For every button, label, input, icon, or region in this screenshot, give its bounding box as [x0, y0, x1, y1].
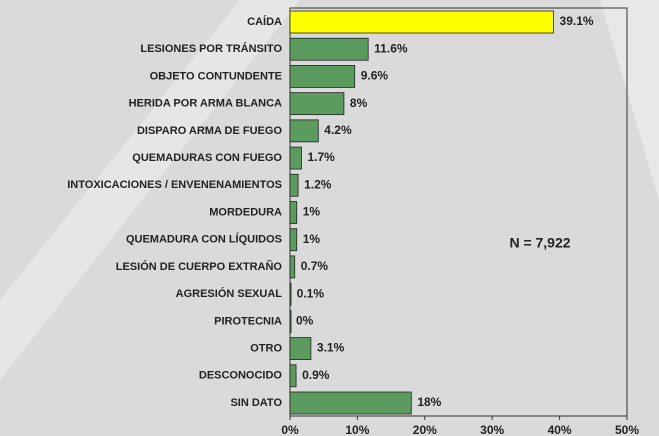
- value-label: 1.7%: [307, 150, 335, 164]
- bar: [289, 201, 298, 224]
- bar: [289, 65, 356, 88]
- value-label: 8%: [350, 96, 368, 110]
- bar: [289, 10, 554, 34]
- background-stripe: [0, 0, 300, 380]
- y-tick-label: MORDEDURA: [209, 206, 282, 218]
- bar: [289, 391, 412, 415]
- annotation: N = 7,922: [509, 235, 570, 251]
- bar: [289, 173, 299, 197]
- y-tick-label: DESCONOCIDO: [199, 370, 283, 382]
- y-tick-label: OTRO: [250, 342, 282, 354]
- y-tick-label: LESIONES POR TRÁNSITO: [140, 42, 282, 55]
- y-tick-label: QUEMADURAS CON FUEGO: [132, 152, 282, 164]
- value-label: 3.1%: [317, 341, 345, 355]
- value-label: 0.9%: [302, 368, 330, 382]
- bar: [289, 228, 298, 252]
- y-tick-label: OBJETO CONTUNDENTE: [150, 70, 282, 82]
- bar: [289, 119, 319, 143]
- value-label: 9.6%: [361, 69, 389, 83]
- value-label: 0.1%: [297, 286, 325, 300]
- y-tick-label: HERIDA POR ARMA BLANCA: [129, 98, 282, 110]
- bar: [289, 255, 296, 279]
- y-tick-label: AGRESIÓN SEXUAL: [176, 287, 283, 300]
- x-tick-label: 10%: [345, 423, 369, 436]
- value-label: 1%: [303, 232, 321, 246]
- value-label: 4.2%: [324, 123, 352, 137]
- value-label: 0%: [296, 314, 314, 328]
- bar: [289, 337, 312, 360]
- bar: [289, 92, 345, 116]
- y-tick-label: PIROTECNIA: [214, 315, 282, 327]
- y-tick-label: QUEMADURA CON LÍQUIDOS: [126, 233, 282, 246]
- value-label: 0.7%: [301, 259, 329, 273]
- bar: [289, 282, 292, 306]
- x-tick-label: 20%: [413, 423, 437, 436]
- x-tick-label: 0%: [281, 423, 299, 436]
- value-label: 39.1%: [560, 14, 594, 28]
- x-tick-label: 40%: [548, 423, 572, 436]
- y-tick-label: LESIÓN DE CUERPO EXTRAÑO: [116, 260, 283, 273]
- bar: [289, 37, 369, 61]
- value-label: 1.2%: [304, 177, 332, 191]
- background-stripe: [600, 0, 659, 200]
- bar: [289, 309, 292, 333]
- y-tick-label: INTOXICACIONES / ENVENENAMIENTOS: [67, 179, 282, 191]
- y-tick-label: DISPARO ARMA DE FUEGO: [137, 125, 282, 137]
- x-tick-label: 30%: [480, 423, 504, 436]
- bar: [289, 364, 297, 388]
- x-tick-label: 50%: [615, 423, 639, 436]
- y-tick-label: CAÍDA: [247, 15, 282, 28]
- value-label: 18%: [417, 395, 441, 409]
- y-tick-label: SIN DATO: [230, 397, 282, 409]
- value-label: 11.6%: [374, 41, 408, 55]
- value-label: 1%: [303, 205, 321, 219]
- bar: [289, 146, 302, 170]
